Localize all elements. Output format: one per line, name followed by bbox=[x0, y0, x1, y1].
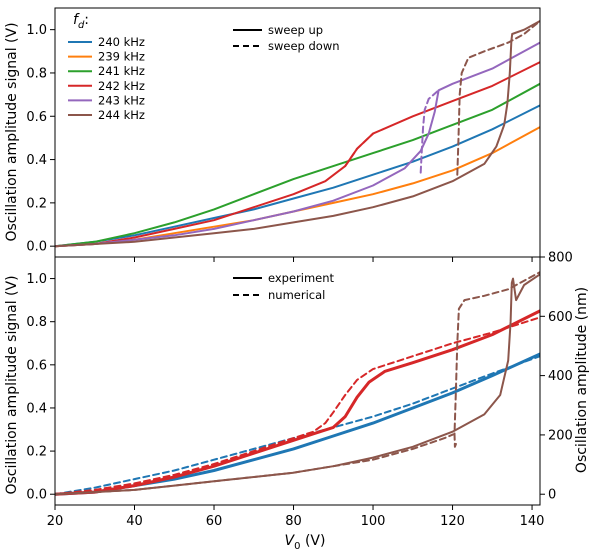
right-y-tick-label: 0 bbox=[548, 488, 556, 503]
series-line-244-khz-numerical-sweep-down bbox=[453, 432, 458, 448]
x-axis-label: V0 (V) bbox=[285, 533, 326, 552]
y-tick-label: 0.2 bbox=[26, 196, 47, 211]
legend-label-244-khz: 244 kHz bbox=[98, 108, 145, 122]
top-panel: 0.0 0.2 0.4 0.6 0.8 1.0 Oscillation amplitude… bbox=[4, 7, 541, 262]
legend-label-243-khz: 243 kHz bbox=[98, 93, 145, 107]
legend-label-239-khz: 239 kHz bbox=[98, 50, 145, 64]
series-line-242-khz-experiment bbox=[55, 309, 540, 496]
series-line-244-khz-sweep-down bbox=[456, 20, 540, 176]
series-line-239-khz bbox=[55, 126, 540, 248]
y-tick-label: 0.4 bbox=[26, 401, 47, 416]
x-tick-label: 100 bbox=[361, 514, 386, 529]
series-line-243-khz bbox=[55, 41, 540, 248]
y-tick-label: 0.6 bbox=[26, 110, 47, 125]
x-tick-label: 60 bbox=[206, 514, 223, 529]
bottom-axes-frame bbox=[54, 256, 541, 506]
series-line-242-khz bbox=[55, 61, 540, 248]
y-tick-label: 1.0 bbox=[26, 272, 47, 287]
y-tick-label: 0.4 bbox=[26, 153, 47, 168]
experiment-legend-label: experiment bbox=[268, 271, 335, 285]
y-tick-label: 0.0 bbox=[26, 240, 47, 255]
sweep-down-legend-label: sweep down bbox=[268, 39, 340, 53]
right-y-tick-label: 600 bbox=[548, 310, 573, 325]
x-tick-label: 40 bbox=[126, 514, 143, 529]
x-tick-label: 140 bbox=[520, 514, 545, 529]
numerical-legend-label: numerical bbox=[268, 288, 325, 302]
series-line-242-khz-sweep-down bbox=[344, 132, 374, 168]
right-y-tick-label: 200 bbox=[548, 428, 573, 443]
x-tick-label: 80 bbox=[285, 514, 302, 529]
x-tick-label: 20 bbox=[47, 514, 64, 529]
series-line-240-khz bbox=[55, 104, 540, 248]
legend-label-240-khz: 240 kHz bbox=[98, 35, 145, 49]
series-line-244-khz bbox=[55, 20, 540, 248]
series-line-243-khz-sweep-down bbox=[419, 89, 440, 174]
sweep-style-legend: sweep up sweep down bbox=[233, 23, 340, 53]
y-tick-label: 0.6 bbox=[26, 358, 47, 373]
y-tick-label: 0.0 bbox=[26, 488, 47, 503]
top-y-axis-label: Oscillation amplitude signal (V) bbox=[4, 22, 20, 241]
top-series-lines bbox=[55, 20, 540, 248]
right-y-axis-label: Oscillation amplitude (nm) bbox=[574, 287, 590, 473]
series-line-242-khz-numerical bbox=[55, 316, 540, 496]
y-tick-label: 0.2 bbox=[26, 445, 47, 460]
y-tick-label: 0.8 bbox=[26, 66, 47, 81]
experiment-style-legend: experiment numerical bbox=[233, 271, 335, 302]
x-tick-label: 120 bbox=[440, 514, 465, 529]
sweep-up-legend-label: sweep up bbox=[268, 23, 323, 37]
bottom-y-axis-label: Oscillation amplitude signal (V) bbox=[4, 275, 20, 494]
right-y-tick-label: 400 bbox=[548, 369, 573, 384]
legend-label-241-khz: 241 kHz bbox=[98, 64, 145, 78]
series-line-240-khz-numerical bbox=[55, 355, 540, 496]
top-ticks: 0.0 0.2 0.4 0.6 0.8 1.0 bbox=[26, 23, 533, 262]
series-line-244-khz-numerical bbox=[55, 271, 540, 496]
right-y-tick-label: 800 bbox=[548, 251, 573, 266]
legend-label-242-khz: 242 kHz bbox=[98, 79, 145, 93]
y-tick-label: 1.0 bbox=[26, 23, 47, 38]
legend-title: fd: bbox=[73, 12, 89, 31]
series-line-244-khz-experiment bbox=[55, 273, 540, 496]
bottom-series-lines bbox=[55, 271, 540, 496]
y-tick-label: 0.8 bbox=[26, 315, 47, 330]
series-line-241-khz bbox=[55, 82, 540, 248]
